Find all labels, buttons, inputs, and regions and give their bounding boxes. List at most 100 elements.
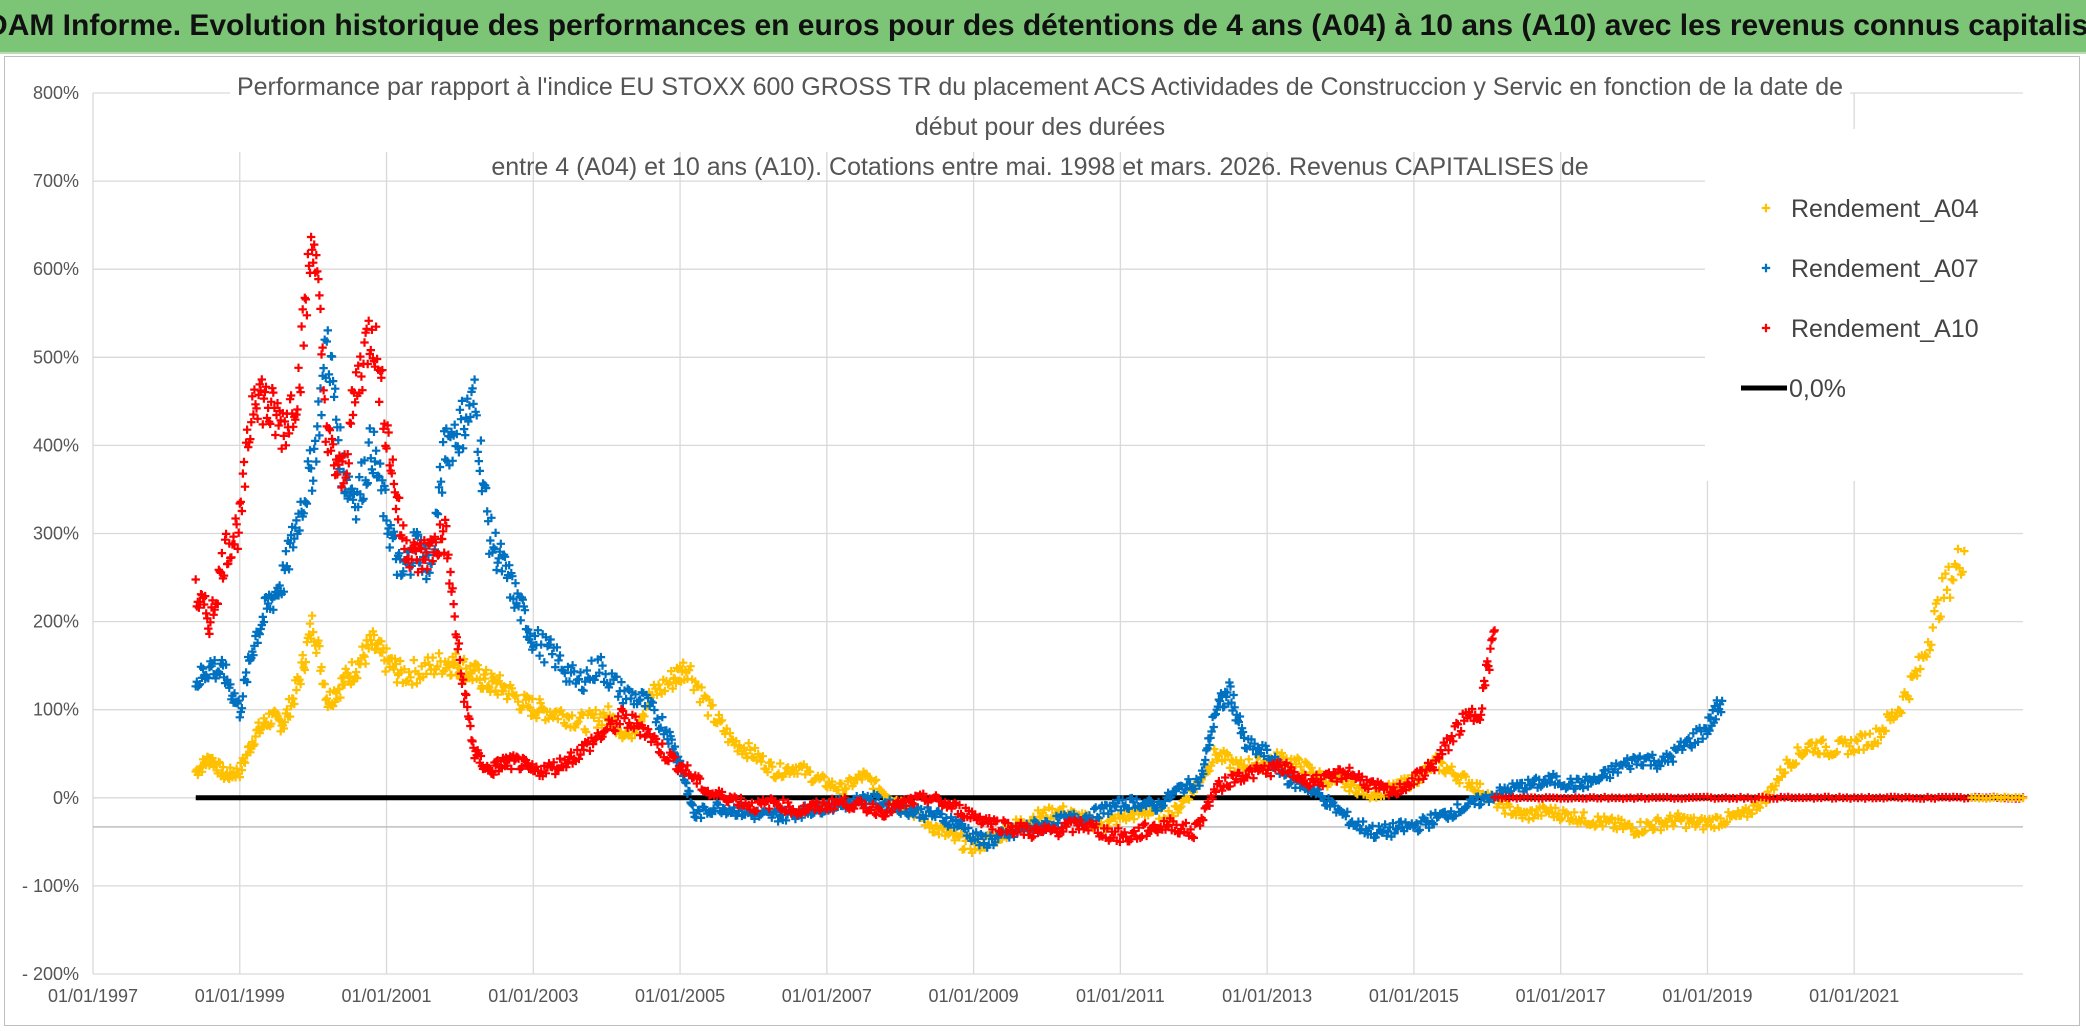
scatter-point [1173,808,1183,817]
scatter-point [368,468,378,478]
scatter-point [558,710,567,719]
scatter-point [931,812,940,822]
scatter-point [1167,792,1176,802]
scatter-point [358,642,367,651]
scatter-point [768,762,777,771]
scatter-point [647,737,656,747]
scatter-point [1357,772,1367,781]
scatter-point [752,806,761,816]
scatter-point [1327,773,1337,783]
scatter-point [480,674,490,683]
scatter-point [541,769,551,778]
scatter-point [324,370,334,379]
scatter-point [1551,803,1560,813]
scatter-point [842,784,851,793]
scatter-point [236,497,245,506]
scatter-point [986,819,996,829]
scatter-point [1230,703,1239,712]
scatter-point [317,662,326,672]
scatter-point [328,376,338,386]
scatter-point [331,384,340,393]
scatter-point [979,838,989,848]
scatter-point [1648,750,1657,760]
scatter-point [1201,755,1210,765]
scatter-point [1380,820,1390,829]
scatter-point [505,561,514,570]
scatter-point [269,605,278,614]
scatter-point [312,250,321,260]
scatter-point [238,469,248,478]
scatter-point [399,567,408,576]
scatter-point [601,726,610,735]
x-tick-label: 01/01/2001 [341,986,431,1006]
y-tick-label: 400% [33,435,79,455]
scatter-point [627,733,636,743]
scatter-point [717,716,727,725]
scatter-point [964,823,973,833]
scatter-point [938,824,947,833]
scatter-point [654,724,664,734]
scatter-point [746,745,755,755]
scatter-point [1107,807,1116,816]
scatter-point [381,485,390,494]
scatter-point [241,668,251,677]
scatter-point [474,665,483,674]
series-A07 [191,326,1727,852]
scatter-point [1318,792,1327,801]
scatter-point [421,555,430,564]
scatter-point [868,799,878,809]
scatter-point [1225,782,1235,791]
scatter-point [576,750,585,759]
scatter-point [1426,810,1435,819]
scatter-point [1199,815,1208,825]
scatter-point [2018,793,2028,803]
scatter-point [1434,754,1444,763]
scatter-point [870,776,879,786]
scatter-point [766,794,775,803]
scatter-point [295,526,304,535]
scatter-point [597,720,607,730]
scatter-point [1716,707,1726,717]
scatter-point [1251,750,1261,759]
scatter-point [598,661,607,670]
scatter-point [974,814,983,823]
scatter-point [849,804,859,813]
x-tick-label: 01/01/1999 [195,986,285,1006]
scatter-point [1606,815,1615,824]
scatter-point [312,648,321,657]
scatter-point [335,684,344,694]
series-A04 [191,544,1969,857]
scatter-point [1791,759,1801,768]
scatter-point [765,804,774,813]
scatter-point [717,787,727,797]
scatter-point [648,698,657,707]
scatter-point [654,747,664,757]
scatter-point [396,656,405,666]
scatter-point [827,794,837,804]
scatter-point [364,316,373,325]
scatter-point [1224,750,1233,760]
scatter-point [458,444,468,453]
scatter-point [686,662,695,671]
scatter-point [197,767,207,776]
scatter-point [937,810,946,819]
scatter-point [535,651,544,660]
scatter-point [658,739,667,748]
x-tick-label: 01/01/2003 [488,986,578,1006]
scatter-point [462,690,471,700]
scatter-point [449,599,458,609]
scatter-point [1013,828,1022,837]
scatter-point [1277,748,1286,758]
scatter-point [1329,768,1338,777]
scatter-point [1953,544,1963,554]
scatter-point [286,391,296,400]
scatter-point [554,656,563,665]
scatter-point [487,513,496,522]
scatter-point [319,363,328,373]
scatter-point [1259,751,1269,761]
scatter-point [321,437,330,446]
scatter-point [1821,742,1831,752]
scatter-point [445,579,454,588]
scatter-point [517,705,526,714]
scatter-point [319,386,328,395]
